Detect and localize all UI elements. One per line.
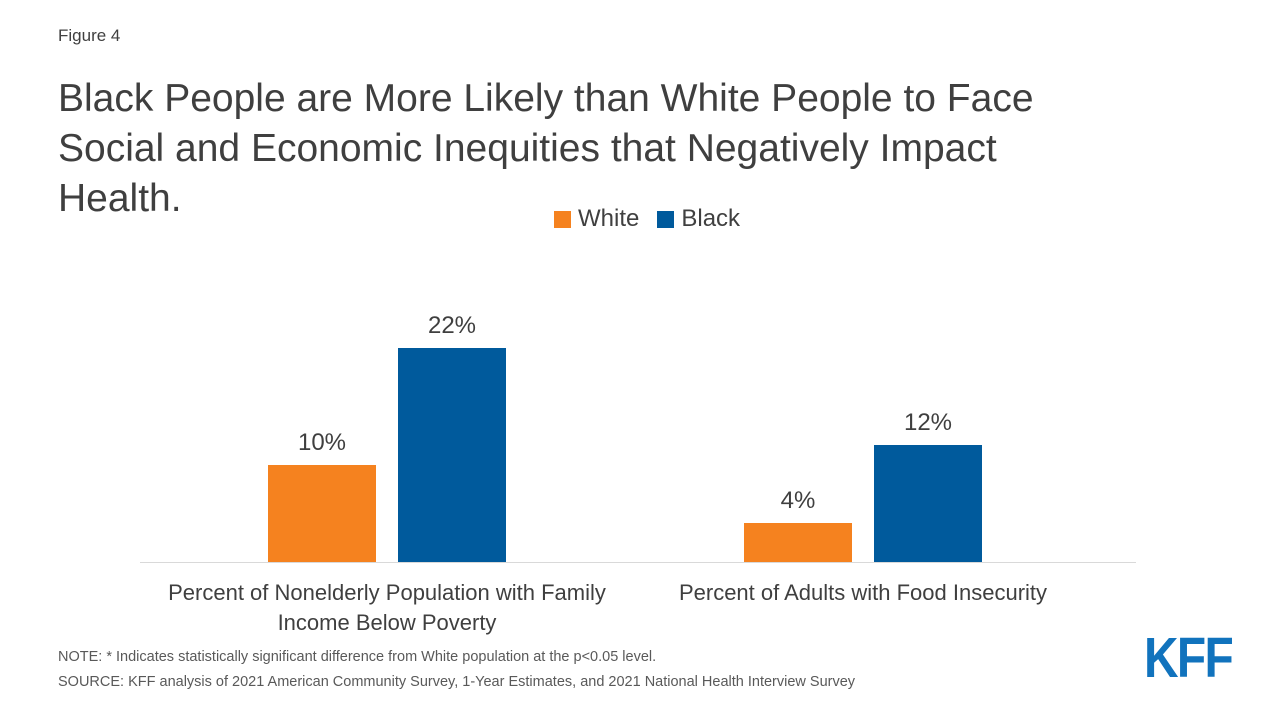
chart-note: NOTE: * Indicates statistically signific… — [58, 649, 657, 665]
bar-value-black-group1: 22% — [427, 312, 477, 339]
legend-swatch-white — [554, 210, 571, 228]
legend-item-white: White — [554, 205, 639, 233]
kff-logo: KFF — [1144, 626, 1234, 690]
chart-source: SOURCE: KFF analysis of 2021 American Co… — [58, 674, 856, 690]
category-label-2: Percent of Adults with Food Insecurity — [678, 580, 1048, 605]
figure-title: Black People are More Likely than White … — [58, 74, 1178, 224]
legend-label-black: Black — [681, 205, 741, 232]
title-line-2: Social and Economic Inequities that Nega… — [58, 127, 997, 170]
legend-swatch-black — [657, 210, 675, 228]
legend-label-white: White — [578, 205, 640, 232]
legend-item-black: Black — [657, 205, 740, 233]
bar-black-group1 — [398, 348, 506, 562]
chart-legend: White Black — [554, 205, 740, 233]
bar-black-group2 — [874, 445, 982, 562]
bar-white-group2 — [744, 523, 852, 562]
title-line-1: Black People are More Likely than White … — [58, 77, 1034, 120]
bar-value-white-group2: 4% — [780, 487, 816, 514]
bar-value-white-group1: 10% — [297, 429, 347, 456]
figure-number: Figure 4 — [58, 26, 121, 45]
x-axis-line — [140, 562, 1136, 563]
category-label-1: Percent of Nonelderly Population with Fa… — [168, 580, 606, 635]
bar-value-black-group2: 12% — [903, 409, 953, 436]
title-line-3: Health. — [58, 177, 182, 220]
bar-white-group1 — [268, 465, 376, 562]
